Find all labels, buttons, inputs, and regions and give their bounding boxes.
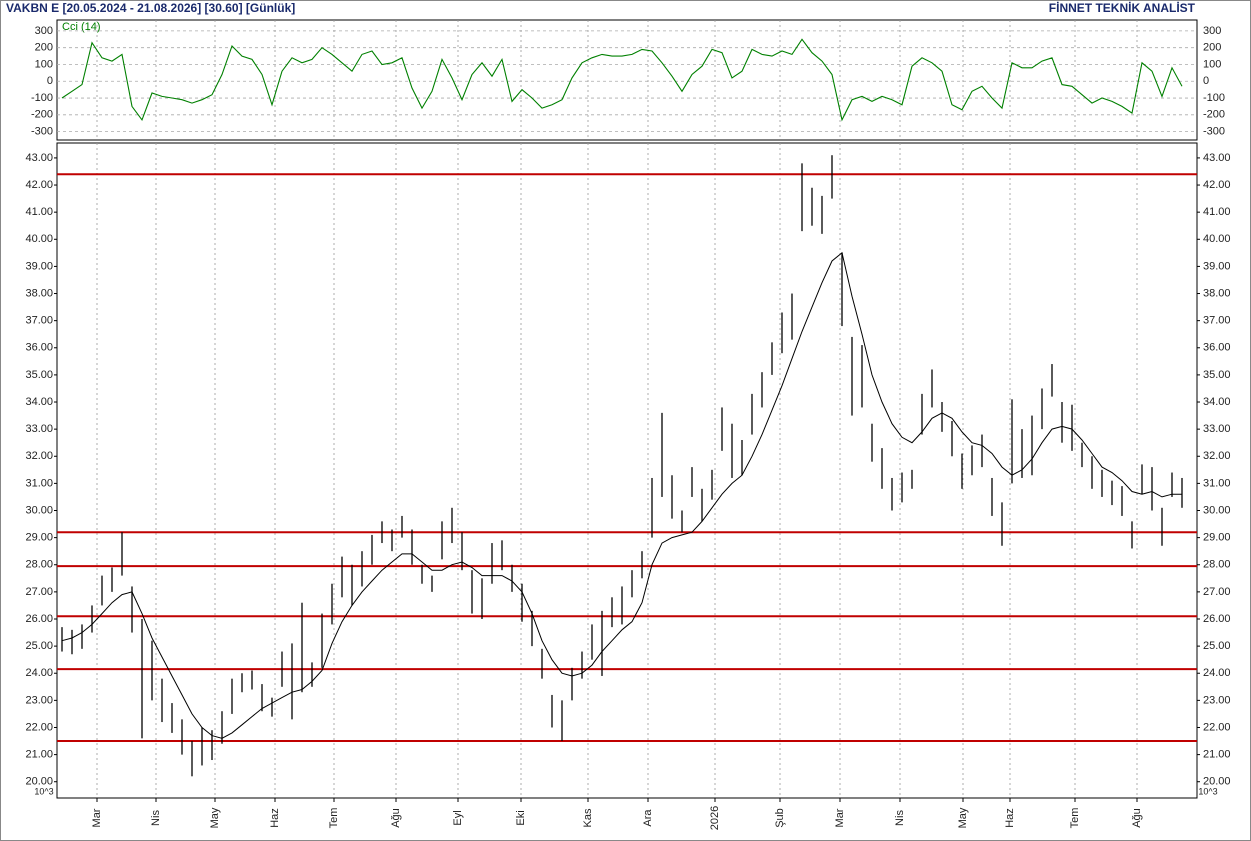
y-tick-label: 43.00 [25,152,53,164]
y-tick-label: 200 [1203,42,1221,54]
x-tick-label: Eyl [452,810,464,825]
y-tick-label: 38.00 [25,287,53,299]
y-tick-label: 30.00 [25,504,53,516]
y-tick-label: 0 [1203,75,1209,87]
y-tick-label: 21.00 [25,749,53,761]
cci-panel [56,19,1198,141]
y-tick-label: 300 [1203,25,1221,37]
y-tick-label: -200 [31,109,53,121]
x-tick-label: Kas [582,808,594,827]
legend-entry: Cci (14) [62,21,101,33]
y-tick-label: 20.00 [25,776,53,788]
y-tick-label: -200 [1203,109,1225,121]
y-tick-label: -300 [1203,126,1225,138]
x-tick-label: Ağu [1131,808,1143,828]
y-tick-label: 39.00 [25,260,53,272]
y-tick-label: 33.00 [1203,423,1231,435]
y-tick-label: 32.00 [25,450,53,462]
y-tick-label: 24.00 [25,667,53,679]
y-tick-label: 35.00 [1203,369,1231,381]
y-tick-label: 27.00 [1203,586,1231,598]
scale-note: 10^3 [1198,786,1217,796]
y-tick-label: 29.00 [25,532,53,544]
x-tick-label: 2026 [709,806,721,830]
y-tick-label: 0 [47,75,53,87]
x-tick-label: Eki [515,810,527,825]
y-tick-label: -300 [31,126,53,138]
y-tick-label: 24.00 [1203,667,1231,679]
header-title: VAKBN E [20.05.2024 - 21.08.2026] [30.60… [6,1,295,15]
price-panel [56,142,1198,799]
y-tick-label: 200 [35,42,53,54]
y-tick-label: 31.00 [25,477,53,489]
cci-line [61,38,1183,122]
y-tick-label: 37.00 [25,315,53,327]
y-tick-label: 300 [35,25,53,37]
y-tick-label: 42.00 [1203,179,1231,191]
y-tick-label: 35.00 [25,369,53,381]
y-tick-label: 30.00 [1203,504,1231,516]
x-tick-label: Nis [150,810,162,826]
x-tick-label: Ağu [390,808,402,828]
x-tick-label: May [957,807,969,828]
y-tick-label: 27.00 [25,586,53,598]
y-tick-label: 25.00 [1203,640,1231,652]
y-tick-label: 31.00 [1203,477,1231,489]
y-tick-label: 26.00 [1203,613,1231,625]
y-tick-label: 36.00 [1203,342,1231,354]
x-tick-label: Tem [1069,808,1081,829]
y-tick-label: 41.00 [1203,206,1231,218]
x-tick-label: May [209,807,221,828]
x-tick-label: Mar [834,808,846,827]
moving-average [61,251,1182,739]
y-tick-label: 40.00 [1203,233,1231,245]
x-tick-label: Nis [894,810,906,826]
y-tick-label: 28.00 [25,559,53,571]
y-tick-label: 100 [35,58,53,70]
y-tick-label: 100 [1203,58,1221,70]
x-tick-label: Tem [328,808,340,829]
y-tick-label: 23.00 [1203,694,1231,706]
y-tick-label: 38.00 [1203,287,1231,299]
x-tick-label: Mar [91,808,103,827]
y-tick-label: 40.00 [25,233,53,245]
y-tick-label: 29.00 [1203,532,1231,544]
y-tick-label: 21.00 [1203,749,1231,761]
x-tick-label: Haz [1004,808,1016,828]
y-tick-label: 34.00 [25,396,53,408]
y-tick-label: 37.00 [1203,315,1231,327]
y-tick-label: 39.00 [1203,260,1231,272]
y-tick-label: -100 [31,92,53,104]
scale-note: 10^3 [34,786,53,796]
y-tick-label: 34.00 [1203,396,1231,408]
y-tick-label: 32.00 [1203,450,1231,462]
y-tick-label: 33.00 [25,423,53,435]
x-tick-label: Ara [642,809,654,827]
y-tick-label: 42.00 [25,179,53,191]
y-tick-label: 25.00 [25,640,53,652]
x-tick-label: Haz [269,808,281,828]
y-tick-label: 22.00 [1203,721,1231,733]
y-tick-label: 43.00 [1203,152,1231,164]
y-tick-label: 41.00 [25,206,53,218]
x-tick-label: Şub [774,808,786,828]
y-tick-label: 23.00 [25,694,53,706]
y-tick-label: -100 [1203,92,1225,104]
y-tick-label: 20.00 [1203,776,1231,788]
header-source: FİNNET TEKNİK ANALİST [1049,0,1196,15]
y-tick-label: 22.00 [25,721,53,733]
y-tick-label: 36.00 [25,342,53,354]
y-tick-label: 26.00 [25,613,53,625]
y-tick-label: 28.00 [1203,559,1231,571]
